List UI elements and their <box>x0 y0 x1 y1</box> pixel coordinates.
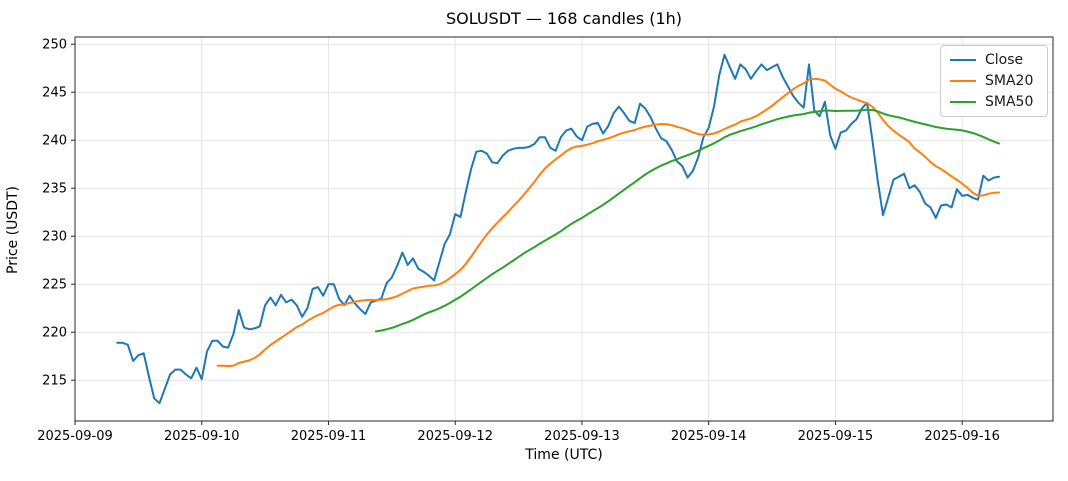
legend-label: SMA20 <box>985 73 1034 89</box>
y-tick-label: 235 <box>42 182 67 197</box>
y-tick-label: 240 <box>42 134 67 149</box>
x-tick-label: 2025-09-14 <box>671 429 747 444</box>
y-tick-label: 250 <box>42 38 67 53</box>
x-tick-label: 2025-09-12 <box>417 429 493 444</box>
x-tick-label: 2025-09-10 <box>164 429 240 444</box>
sma50-line <box>375 108 1001 333</box>
x-tick-label: 2025-09-11 <box>291 429 367 444</box>
x-axis-label: Time (UTC) <box>525 447 603 463</box>
y-axis-label: Price (USDT) <box>5 186 21 274</box>
legend-line-swatch <box>950 101 976 103</box>
y-tick-label: 230 <box>42 230 67 245</box>
y-tick-label: 215 <box>42 374 67 389</box>
chart-title: SOLUSDT — 168 candles (1h) <box>445 9 683 28</box>
y-tick-label: 220 <box>42 326 67 341</box>
legend-line-swatch <box>950 59 976 61</box>
legend-item: SMA50 <box>950 95 1038 109</box>
legend-line-swatch <box>950 80 976 82</box>
legend-label: SMA50 <box>985 94 1034 110</box>
close-line <box>116 53 1001 405</box>
sma20-line <box>216 77 1001 368</box>
legend-label: Close <box>985 52 1024 68</box>
y-tick-label: 245 <box>42 86 67 101</box>
x-tick-label: 2025-09-15 <box>798 429 874 444</box>
axes-spines <box>74 36 1054 422</box>
x-tick-label: 2025-09-16 <box>924 429 1000 444</box>
x-tick-label: 2025-09-09 <box>37 429 113 444</box>
legend-item: SMA20 <box>950 74 1038 88</box>
legend: Close SMA20 SMA50 <box>940 45 1048 117</box>
y-tick-label: 225 <box>42 278 67 293</box>
legend-item: Close <box>950 53 1038 67</box>
x-tick-label: 2025-09-13 <box>544 429 620 444</box>
